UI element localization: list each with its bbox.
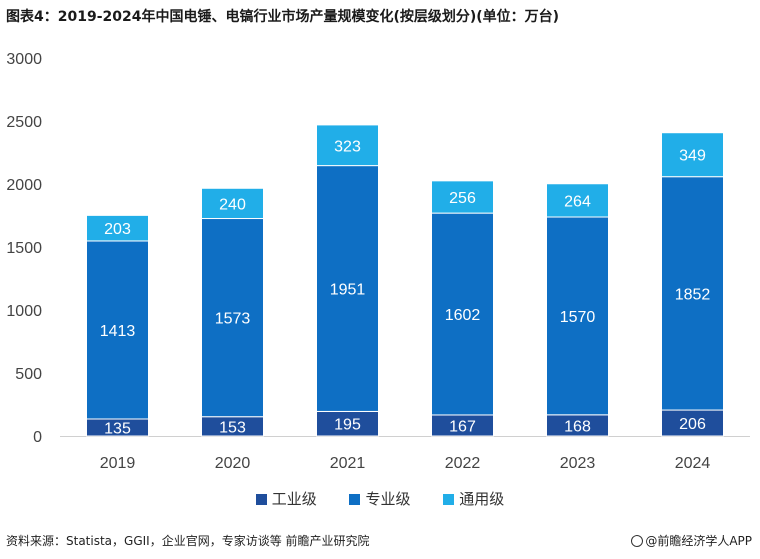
data-label-2024-1: 1852 xyxy=(675,286,711,303)
data-label-2019-2: 203 xyxy=(104,221,131,238)
bar-segment-2020-2 xyxy=(201,187,264,220)
data-label-2021-2: 323 xyxy=(334,138,361,155)
x-tick-label: 2021 xyxy=(330,455,366,472)
x-tick-label: 2019 xyxy=(100,455,136,472)
data-label-2024-0: 206 xyxy=(679,416,706,433)
x-tick-label: 2023 xyxy=(560,455,596,472)
x-tick-label: 2022 xyxy=(445,455,481,472)
legend-label-general: 通用级 xyxy=(459,490,505,508)
y-tick-label: 2500 xyxy=(6,114,42,131)
data-label-2022-1: 1602 xyxy=(445,307,481,324)
x-axis: 2019 2020 2021 2022 2023 2024 xyxy=(60,436,750,472)
data-label-2023-2: 264 xyxy=(564,193,591,210)
legend: 工业级 专业级 通用级 xyxy=(0,488,760,509)
data-label-2020-2: 240 xyxy=(219,196,246,213)
source-note: 资料来源：Statista，GGII，企业官网，专家访谈等 前瞻产业研究院 xyxy=(6,534,370,548)
y-axis: 0 500 1000 1500 2000 2500 3000 xyxy=(6,51,42,446)
data-label-2023-0: 168 xyxy=(564,418,591,435)
data-label-2021-1: 1951 xyxy=(330,282,366,299)
data-label-2022-0: 167 xyxy=(449,418,476,435)
y-tick-label: 2000 xyxy=(6,177,42,194)
data-label-2019-1: 1413 xyxy=(100,323,136,340)
data-label-2022-2: 256 xyxy=(449,190,476,207)
brand-text: @前瞻经济学人APP xyxy=(645,534,752,548)
data-label-2020-0: 153 xyxy=(219,419,246,436)
bar-segment-2024-1 xyxy=(661,176,724,411)
legend-item-professional: 专业级 xyxy=(349,488,411,509)
brand-logo-icon xyxy=(631,535,644,547)
data-label-2020-1: 1573 xyxy=(215,311,251,328)
bar-segment-2019-1 xyxy=(86,240,149,420)
legend-label-professional: 专业级 xyxy=(365,490,411,508)
data-label-2024-2: 349 xyxy=(679,148,706,165)
bar-segment-2021-2 xyxy=(316,124,379,167)
data-label-2019-0: 135 xyxy=(104,420,131,437)
data-label-2023-1: 1570 xyxy=(560,309,596,326)
bars: 135 1413 203 153 1573 240 195 1951 323 167 1602 256… xyxy=(86,124,724,437)
chart-title: 图表4：2019-2024年中国电锤、电镐行业市场产量规模变化(按层级划分)(单… xyxy=(6,9,560,25)
legend-swatch-general xyxy=(443,494,455,505)
brand-credit: @前瞻经济学人APP xyxy=(631,532,752,549)
y-tick-label: 3000 xyxy=(6,51,42,68)
bar-segment-2020-1 xyxy=(201,218,264,418)
bar-segment-2019-2 xyxy=(86,214,149,242)
y-tick-label: 1000 xyxy=(6,303,42,320)
bar-segment-2021-0 xyxy=(316,410,379,437)
y-tick-label: 1500 xyxy=(6,240,42,257)
x-tick-label: 2024 xyxy=(675,455,711,472)
y-tick-label: 500 xyxy=(15,366,42,383)
legend-item-general: 通用级 xyxy=(443,488,504,509)
legend-item-industrial: 工业级 xyxy=(255,488,317,509)
bar-segment-2021-1 xyxy=(316,165,379,412)
bar-segment-2023-2 xyxy=(546,183,609,218)
bar-segment-2022-2 xyxy=(431,180,494,214)
bar-segment-2023-1 xyxy=(546,216,609,416)
bar-segment-2022-1 xyxy=(431,212,494,416)
legend-label-industrial: 工业级 xyxy=(271,490,317,508)
legend-swatch-industrial xyxy=(255,494,267,505)
bar-segment-2024-2 xyxy=(661,132,724,178)
y-tick-label: 0 xyxy=(33,429,42,446)
bar-segment-2024-0 xyxy=(661,409,724,437)
legend-swatch-professional xyxy=(349,494,361,505)
data-label-2021-0: 195 xyxy=(334,417,361,434)
x-tick-label: 2020 xyxy=(215,455,251,472)
